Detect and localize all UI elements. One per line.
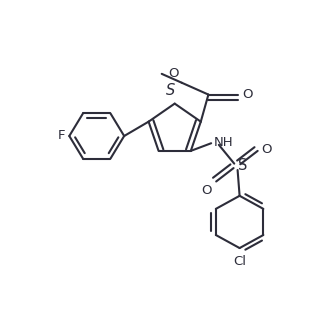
Text: NH: NH	[213, 136, 233, 149]
Text: F: F	[58, 130, 65, 142]
Text: O: O	[261, 143, 271, 156]
Text: O: O	[202, 184, 212, 197]
Text: S: S	[238, 158, 247, 173]
Text: O: O	[242, 88, 252, 101]
Text: S: S	[166, 83, 175, 98]
Text: Cl: Cl	[233, 255, 246, 268]
Text: O: O	[169, 67, 179, 80]
